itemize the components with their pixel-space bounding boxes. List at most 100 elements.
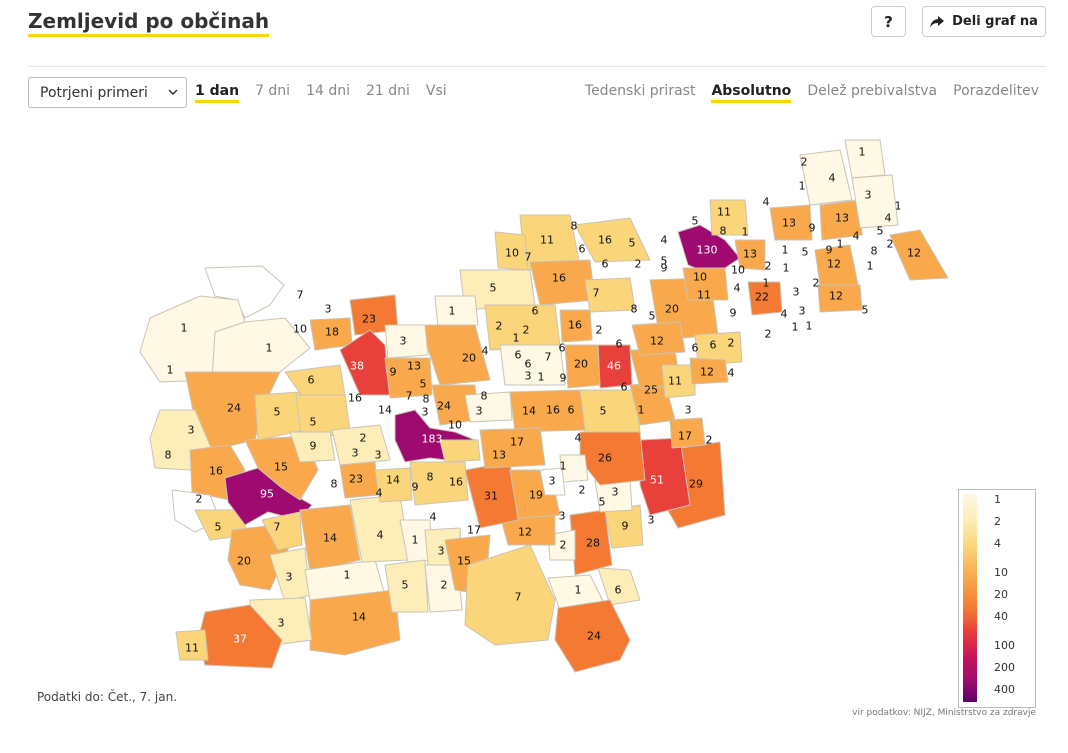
municipality-value-label: 2 [560, 539, 567, 552]
municipality-value-label: 4 [829, 172, 836, 185]
map-region[interactable] [574, 217, 651, 263]
municipality-value-label: 1 [859, 146, 866, 159]
map-region[interactable] [384, 324, 429, 359]
metric-select[interactable]: Potrjeni primeri [28, 77, 187, 108]
municipality-value-label: 2 [801, 156, 808, 169]
map-region[interactable] [709, 199, 749, 236]
map-region[interactable] [769, 204, 813, 241]
map-region[interactable] [175, 629, 209, 661]
help-button-label: ? [884, 12, 893, 31]
map-region[interactable] [734, 239, 766, 271]
legend-label: 200 [994, 661, 1015, 674]
map-region[interactable] [499, 344, 566, 386]
map-region[interactable] [817, 284, 863, 313]
tab-range-vsi[interactable]: Vsi [425, 83, 447, 99]
map-region[interactable] [419, 324, 491, 386]
map-region[interactable] [434, 295, 479, 329]
map-region[interactable] [844, 139, 886, 179]
tab-range-14-dni[interactable]: 14 dni [306, 83, 350, 99]
municipality-value-label: 10 [731, 264, 745, 277]
share-button[interactable]: Deli graf na [922, 6, 1046, 37]
municipality-value-label: 2 [635, 258, 642, 271]
tab-mode-porazdelitev[interactable]: Porazdelitev [953, 83, 1039, 99]
map-region[interactable] [669, 417, 706, 449]
municipality-value-label: 2 [196, 493, 203, 506]
tab-range-7-dni[interactable]: 7 dni [255, 83, 291, 99]
help-button[interactable]: ? [871, 6, 906, 37]
municipality-value-label: 3 [400, 335, 407, 348]
municipality-value-label: 4 [885, 212, 892, 225]
map-region[interactable] [509, 389, 586, 433]
municipality-value-label: 3 [799, 305, 806, 318]
map-region[interactable] [579, 389, 641, 433]
map-region[interactable] [579, 431, 646, 486]
municipality-value-label: 9 [826, 244, 833, 257]
map-region[interactable] [554, 599, 631, 673]
map-region[interactable] [747, 281, 783, 316]
municipality-value-label: 2 [579, 484, 586, 497]
map-region[interactable] [889, 229, 949, 281]
municipality-value-label: 8 [481, 390, 488, 403]
tab-mode-absolutno[interactable]: Absolutno [711, 82, 792, 103]
municipality-value-label: 1 [782, 244, 789, 257]
tab-mode-delez-prebivalstva[interactable]: Delež prebivalstva [807, 83, 938, 99]
map-region[interactable] [661, 364, 696, 399]
map-region[interactable] [677, 224, 741, 271]
map-region[interactable] [479, 427, 546, 469]
municipality-value-label: 1 [449, 305, 456, 318]
map-region[interactable] [299, 504, 361, 573]
tab-range-1-dan[interactable]: 1 dan [195, 82, 240, 103]
municipality-value-label: 16 [552, 272, 566, 285]
tab-mode-tedenski-prirast[interactable]: Tedenski prirast [584, 83, 696, 99]
municipality-value-label: 1 [513, 332, 520, 345]
data-source: vir podatkov: NIJZ, Ministrstvo za zdrav… [852, 708, 1036, 718]
map-region[interactable] [261, 511, 303, 551]
map-region[interactable] [559, 309, 593, 343]
municipality-value-label: 46 [607, 360, 621, 373]
municipality-value-label: 17 [678, 430, 692, 443]
map-region[interactable] [539, 467, 566, 496]
municipality-value-label: 16 [348, 392, 362, 405]
municipality-value-label: 1 [783, 262, 790, 275]
map-region[interactable] [309, 589, 401, 656]
map-region[interactable] [464, 391, 513, 423]
municipality-value-label: 16 [546, 404, 560, 417]
municipality-value-label: 10 [693, 271, 707, 284]
tab-range-21-dni[interactable]: 21 dni [366, 83, 410, 99]
map-region[interactable] [631, 321, 686, 356]
map-region[interactable] [564, 344, 601, 389]
municipality-value-label: 23 [362, 313, 376, 326]
municipality-value-label: 14 [323, 532, 337, 545]
map-region[interactable] [682, 267, 729, 301]
map-region[interactable] [439, 439, 481, 463]
municipality-value-label: 24 [437, 400, 451, 413]
range-tabs: 1 dan 7 dni 14 dni 21 dni Vsi [195, 82, 463, 103]
map-region[interactable] [204, 265, 285, 319]
municipality-value-label: 6 [710, 339, 717, 352]
municipality-value-label: 9 [809, 222, 816, 235]
municipality-value-label: 1 [344, 569, 351, 582]
map-region[interactable] [374, 467, 413, 503]
map-region[interactable] [409, 461, 469, 506]
map-region[interactable] [851, 174, 899, 229]
municipality-value-label: 14 [386, 474, 400, 487]
municipality-value-label: 183 [422, 433, 443, 446]
map-region[interactable] [339, 461, 379, 499]
map-region[interactable] [384, 357, 433, 399]
municipality-value-label: 28 [586, 537, 600, 550]
map-region[interactable] [384, 559, 429, 613]
municipality-value-label: 12 [907, 247, 921, 260]
municipality-value-label: 5 [599, 496, 606, 509]
municipality-value-label: 5 [629, 237, 636, 250]
map-region[interactable] [597, 567, 641, 606]
map-region[interactable] [799, 149, 853, 206]
map-region[interactable] [819, 199, 863, 241]
map-region[interactable] [694, 331, 743, 366]
municipality-value-label: 3 [648, 514, 655, 527]
map-region[interactable] [289, 431, 336, 463]
map-region[interactable] [331, 424, 391, 466]
map-region[interactable] [689, 357, 729, 385]
municipality-value-label: 16 [568, 319, 582, 332]
map-region[interactable] [584, 277, 636, 313]
